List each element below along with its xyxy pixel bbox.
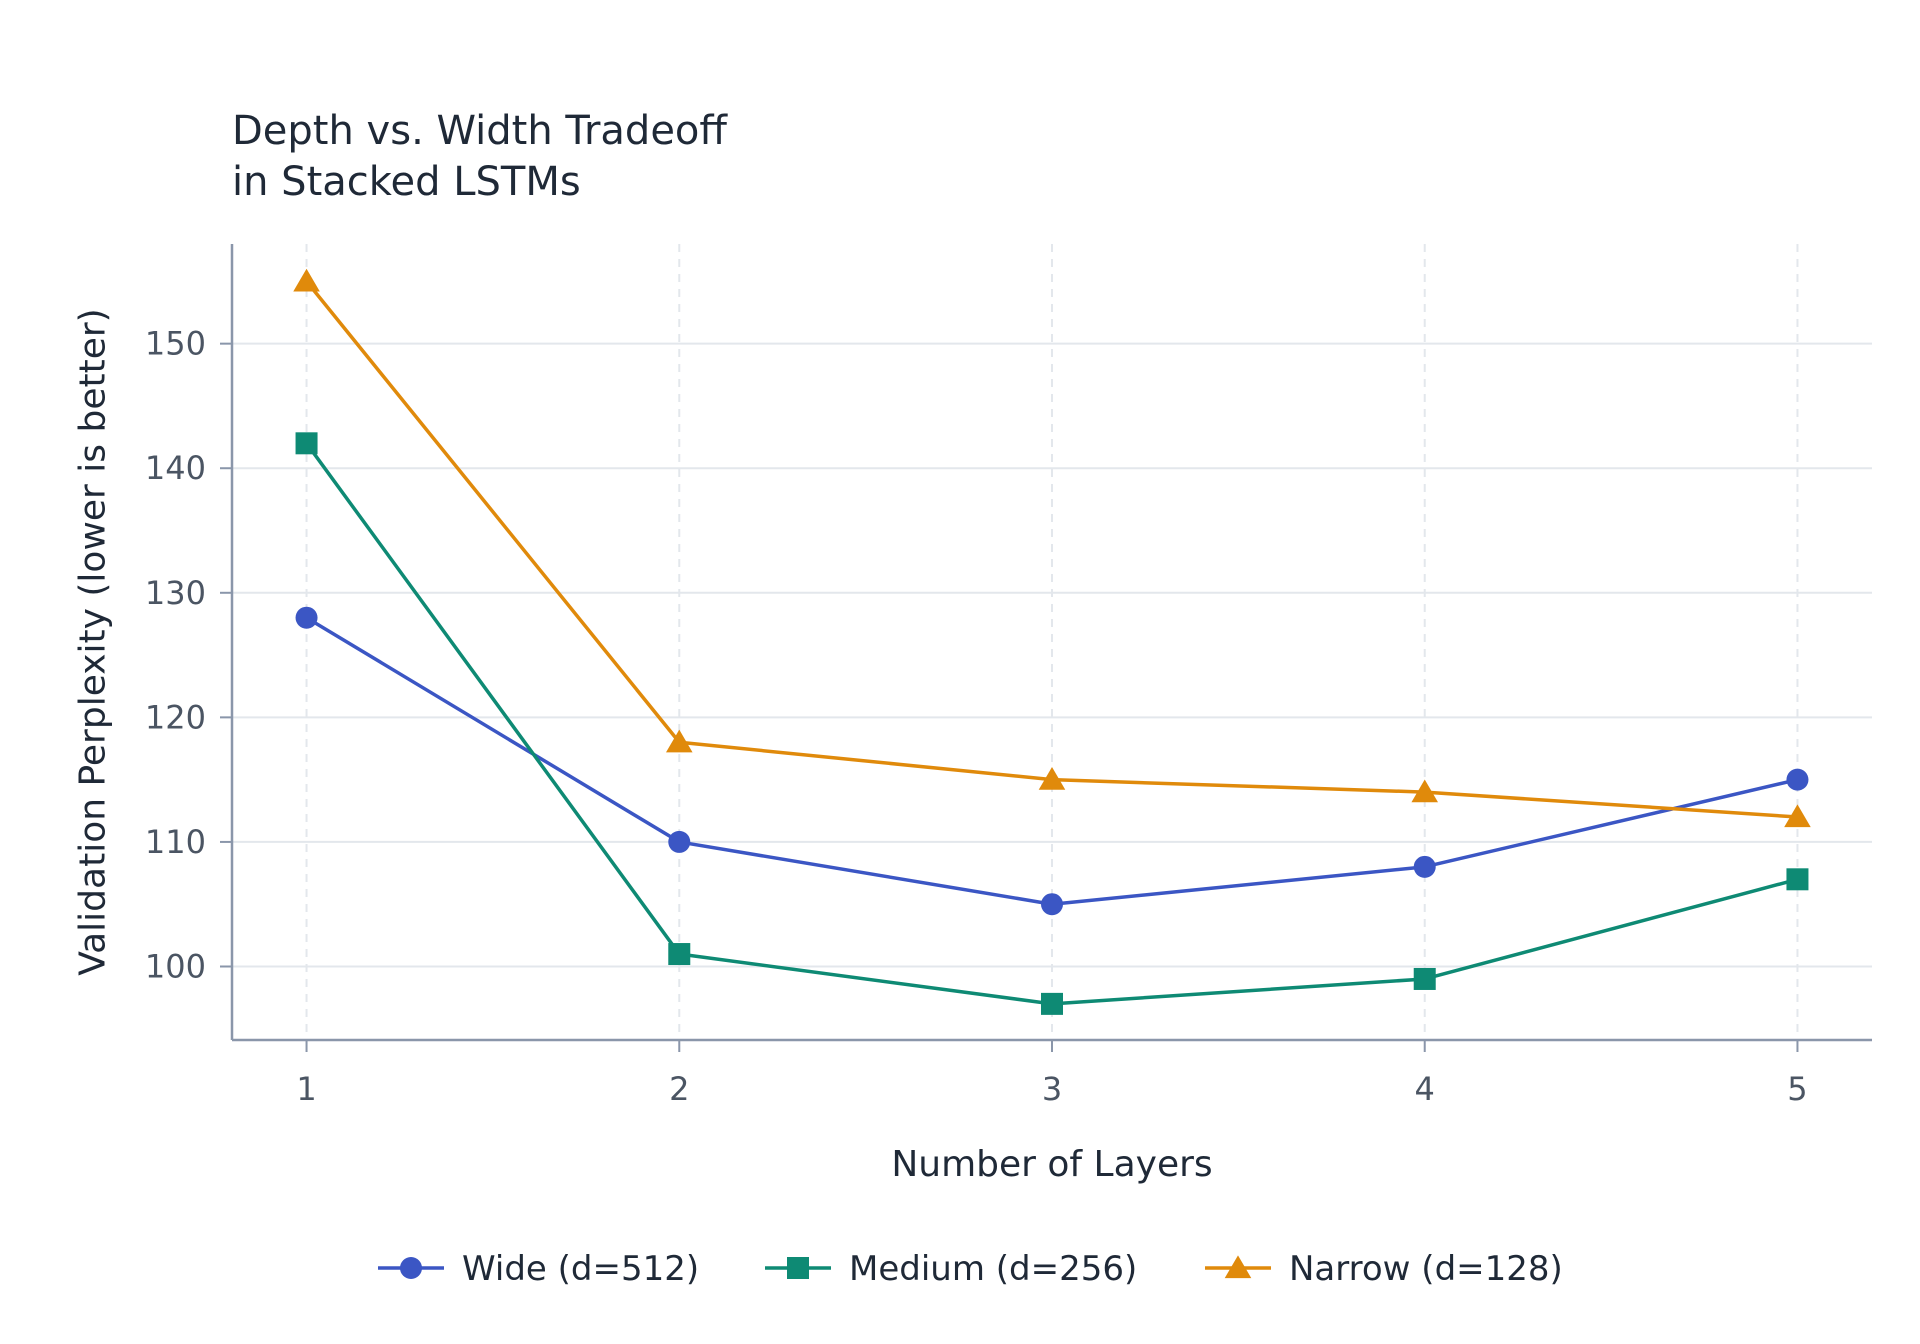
legend-marker: [1224, 1255, 1252, 1279]
data-point-series-0: [668, 830, 691, 853]
data-point-series-2: [293, 268, 320, 292]
data-point-series-0: [1413, 855, 1436, 878]
series-markers: [293, 268, 1811, 1015]
legend-label: Narrow (d=128): [1289, 1249, 1563, 1289]
legend: Wide (d=512) Medium (d=256) Narrow (d=128): [378, 1249, 1563, 1289]
legend-marker: [400, 1257, 422, 1279]
data-point-series-0: [1786, 768, 1809, 791]
data-point-series-0: [295, 606, 318, 629]
data-point-series-1: [668, 943, 691, 966]
data-point-series-2: [665, 729, 693, 753]
y-tick-labels: 100 110 120 130 140 150: [145, 325, 206, 986]
data-point-series-2: [1038, 766, 1066, 790]
y-tick-label: 120: [145, 698, 206, 736]
x-tick-label: 3: [1042, 1070, 1062, 1108]
x-tick-label: 1: [296, 1070, 316, 1108]
x-tick-label: 2: [669, 1070, 689, 1108]
y-tick-label: 100: [145, 948, 206, 986]
legend-marker: [787, 1257, 809, 1279]
data-point-series-0: [1041, 893, 1063, 916]
y-axis-title: Validation Perplexity (lower is better): [73, 308, 114, 975]
chart-title: Depth vs. Width Tradeoff in Stacked LSTM…: [232, 108, 728, 205]
legend-label: Medium (d=256): [849, 1249, 1137, 1289]
data-point-series-2: [1784, 804, 1811, 828]
grid: [232, 244, 1872, 1040]
y-tick-label: 130: [145, 574, 206, 612]
x-tick-labels: 1 2 3 4 5: [296, 1070, 1807, 1108]
y-tick-label: 110: [145, 823, 206, 861]
data-point-series-2: [1411, 779, 1439, 803]
x-tick-label: 4: [1415, 1070, 1435, 1108]
x-tick-label: 5: [1787, 1070, 1807, 1108]
data-point-series-1: [1413, 967, 1436, 990]
y-tick-label: 150: [145, 325, 206, 363]
x-axis-title: Number of Layers: [891, 1144, 1212, 1185]
y-tick-label: 140: [145, 449, 206, 487]
legend-item-1: Medium (d=256): [765, 1249, 1137, 1289]
chart-title-line-2: in Stacked LSTMs: [232, 159, 581, 205]
data-point-series-1: [1786, 868, 1809, 891]
legend-item-0: Wide (d=512): [378, 1249, 699, 1289]
data-point-series-1: [1041, 992, 1063, 1015]
legend-item-2: Narrow (d=128): [1205, 1249, 1563, 1289]
legend-label: Wide (d=512): [462, 1249, 699, 1289]
axes: [220, 244, 1872, 1052]
data-point-series-1: [295, 432, 318, 455]
chart-title-line-1: Depth vs. Width Tradeoff: [232, 108, 728, 154]
